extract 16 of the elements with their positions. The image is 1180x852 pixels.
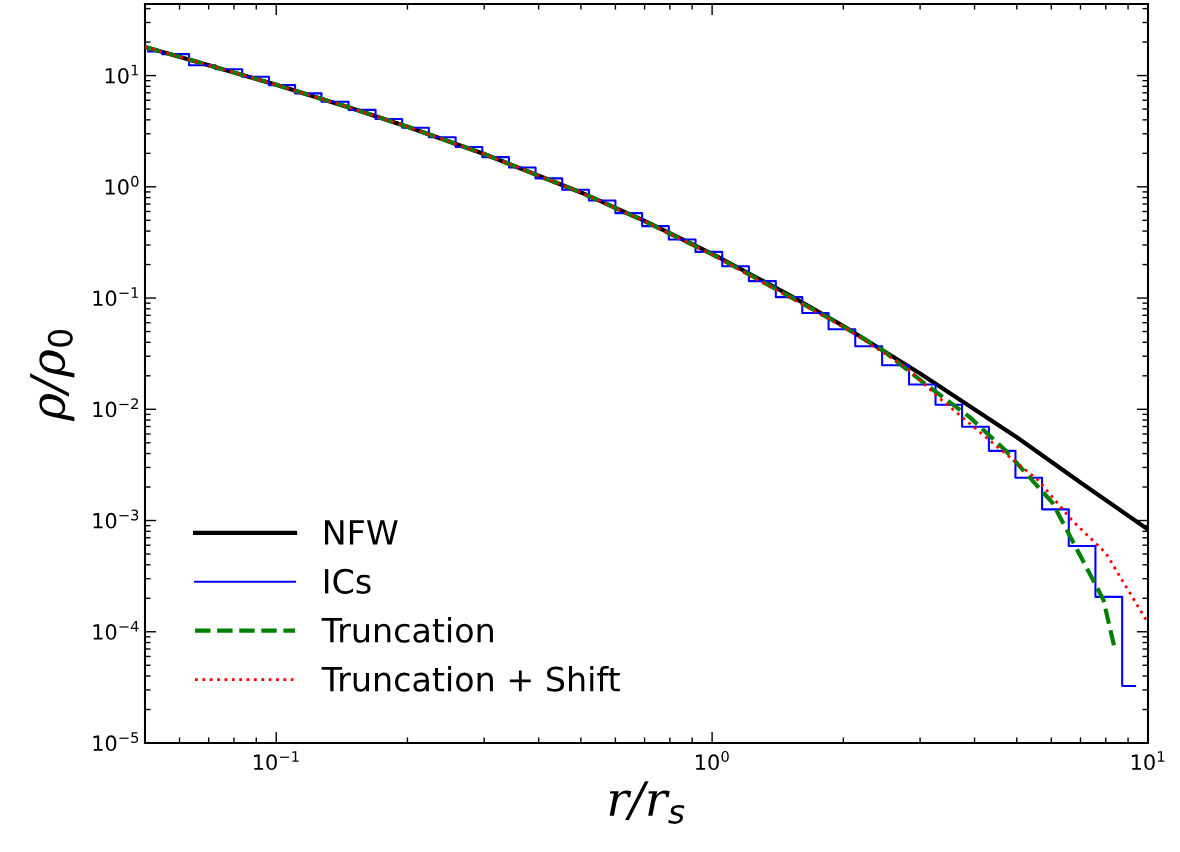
y-tick-label: 10$^{−4}$ <box>93 620 139 640</box>
x-axis-title: r/r$_{s}$ <box>609 781 685 824</box>
y-tick-label: 10$^{−1}$ <box>93 287 139 307</box>
y-tick-label: 10$^{−5}$ <box>93 732 139 752</box>
y-tick-label: 10$^{1}$ <box>105 64 139 84</box>
legend-label: Truncation <box>321 617 493 643</box>
y-tick-label: 10$^{−3}$ <box>93 509 139 529</box>
x-tick-label: 10$^{0}$ <box>696 750 729 771</box>
y-tick-label: 10$^{−2}$ <box>93 398 138 418</box>
legend-label: Truncation + Shift <box>321 665 620 692</box>
y-axis-title: ρ/ρ$_{0}$ <box>30 330 75 422</box>
legend-label: NFW <box>325 520 398 545</box>
x-tick-label: 10$^{1}$ <box>1131 751 1165 771</box>
x-tick-label: 10$^{−1}$ <box>254 751 299 771</box>
y-tick-label: 10$^{0}$ <box>105 175 139 195</box>
legend-label: ICs <box>325 568 371 594</box>
